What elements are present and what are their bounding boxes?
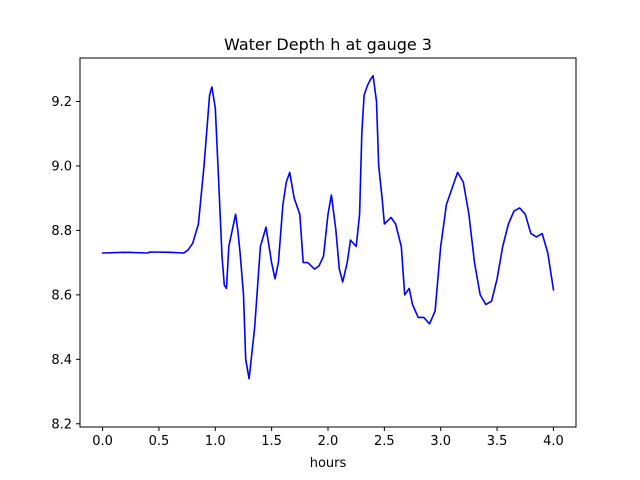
y-tick-label: 8.2 <box>51 417 72 432</box>
y-tick-label: 9.2 <box>51 95 72 110</box>
x-tick-label: 1.0 <box>205 434 226 449</box>
x-tick-label: 0.5 <box>149 434 170 449</box>
x-axis: 0.0 0.5 1.0 1.5 2.0 2.5 3.0 3.5 4.0 <box>92 427 564 449</box>
x-axis-label: hours <box>310 456 347 471</box>
x-tick-label: 4.0 <box>543 434 564 449</box>
x-tick-label: 2.0 <box>318 434 339 449</box>
y-axis: 8.2 8.4 8.6 8.8 9.0 9.2 <box>51 95 80 432</box>
y-tick-label: 8.6 <box>51 288 72 303</box>
axes-frame <box>79 57 577 428</box>
y-tick-label: 9.0 <box>51 159 72 174</box>
series-line-water-depth <box>101 74 555 380</box>
x-tick-label: 1.5 <box>261 434 282 449</box>
x-tick-label: 3.0 <box>430 434 451 449</box>
x-tick-label: 2.5 <box>374 434 395 449</box>
x-tick-label: 0.0 <box>92 434 113 449</box>
chart-title: Water Depth h at gauge 3 <box>224 35 432 54</box>
plot-area <box>79 57 577 428</box>
x-tick-label: 3.5 <box>487 434 508 449</box>
y-tick-label: 8.4 <box>51 353 72 368</box>
y-tick-label: 8.8 <box>51 224 72 239</box>
